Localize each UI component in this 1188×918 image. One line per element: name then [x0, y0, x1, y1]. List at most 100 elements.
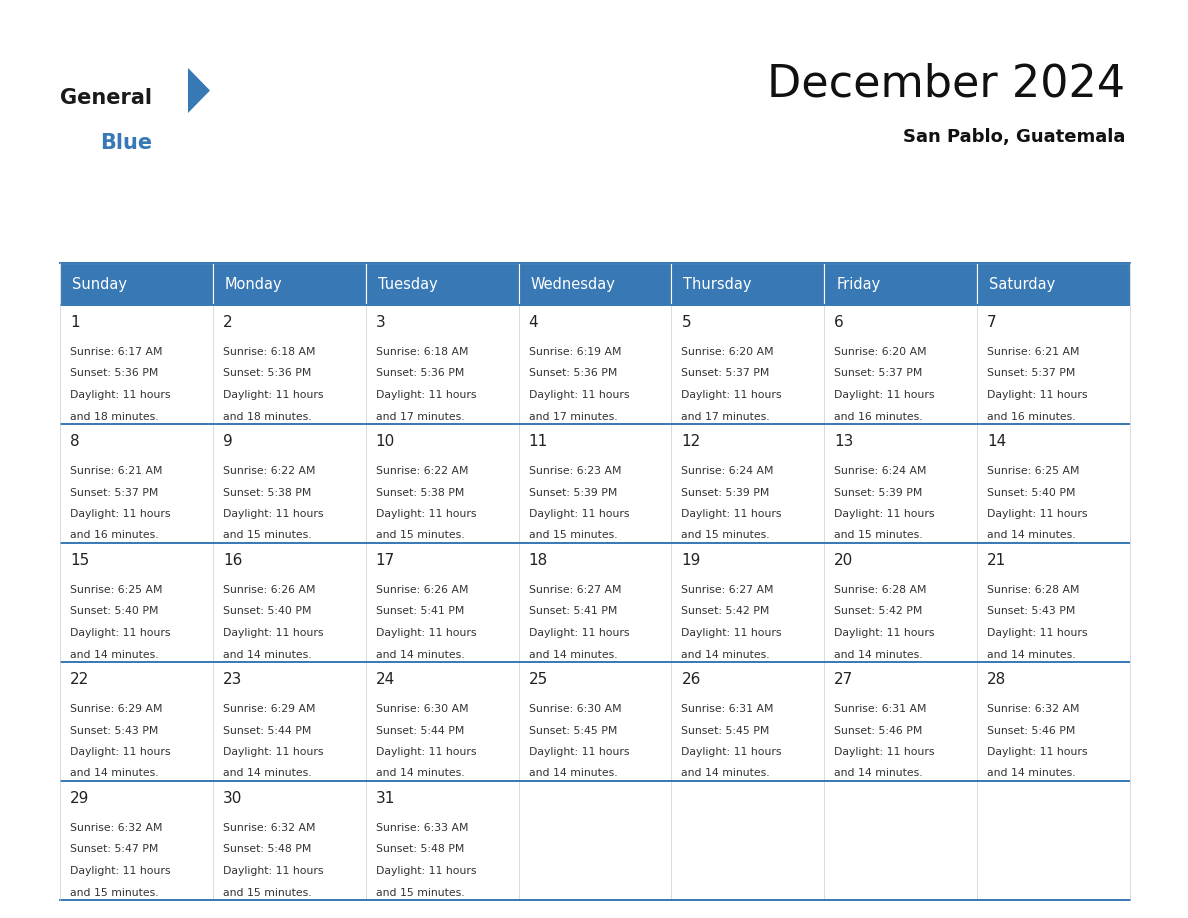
Text: Sunrise: 6:23 AM: Sunrise: 6:23 AM: [529, 466, 621, 476]
Text: Sunset: 5:39 PM: Sunset: 5:39 PM: [682, 487, 770, 498]
Bar: [671, 424, 824, 543]
Text: Daylight: 11 hours: Daylight: 11 hours: [529, 509, 630, 519]
Text: Sunset: 5:37 PM: Sunset: 5:37 PM: [987, 368, 1075, 378]
Text: 18: 18: [529, 553, 548, 568]
Text: 6: 6: [834, 315, 843, 330]
Text: and 14 minutes.: and 14 minutes.: [529, 768, 618, 778]
Text: Sunrise: 6:18 AM: Sunrise: 6:18 AM: [223, 347, 315, 357]
Text: Sunrise: 6:28 AM: Sunrise: 6:28 AM: [834, 585, 927, 595]
Text: Sunrise: 6:27 AM: Sunrise: 6:27 AM: [529, 585, 621, 595]
Text: Daylight: 11 hours: Daylight: 11 hours: [223, 866, 323, 876]
Bar: [366, 781, 519, 900]
Text: 9: 9: [223, 434, 233, 449]
Bar: [671, 662, 824, 781]
Text: Sunrise: 6:24 AM: Sunrise: 6:24 AM: [834, 466, 927, 476]
Text: Sunset: 5:46 PM: Sunset: 5:46 PM: [987, 725, 1075, 735]
Text: Daylight: 11 hours: Daylight: 11 hours: [987, 628, 1088, 638]
Text: Daylight: 11 hours: Daylight: 11 hours: [70, 390, 171, 400]
Text: Thursday: Thursday: [683, 276, 752, 292]
Text: Sunset: 5:39 PM: Sunset: 5:39 PM: [529, 487, 617, 498]
Text: December 2024: December 2024: [767, 63, 1125, 106]
Text: Daylight: 11 hours: Daylight: 11 hours: [987, 509, 1088, 519]
Text: Sunrise: 6:19 AM: Sunrise: 6:19 AM: [529, 347, 621, 357]
Bar: [61, 305, 213, 424]
Text: Sunrise: 6:30 AM: Sunrise: 6:30 AM: [375, 704, 468, 714]
Text: Daylight: 11 hours: Daylight: 11 hours: [834, 628, 935, 638]
Bar: [366, 424, 519, 543]
Text: 26: 26: [682, 672, 701, 687]
Text: Sunset: 5:38 PM: Sunset: 5:38 PM: [375, 487, 465, 498]
Text: and 14 minutes.: and 14 minutes.: [375, 650, 465, 659]
Text: and 15 minutes.: and 15 minutes.: [375, 888, 465, 898]
Text: Sunrise: 6:18 AM: Sunrise: 6:18 AM: [375, 347, 468, 357]
Text: Daylight: 11 hours: Daylight: 11 hours: [987, 747, 1088, 757]
Bar: [978, 662, 1130, 781]
Text: and 15 minutes.: and 15 minutes.: [223, 531, 311, 541]
Text: Sunrise: 6:30 AM: Sunrise: 6:30 AM: [529, 704, 621, 714]
Text: and 16 minutes.: and 16 minutes.: [987, 411, 1076, 421]
Text: and 14 minutes.: and 14 minutes.: [834, 650, 923, 659]
Text: Daylight: 11 hours: Daylight: 11 hours: [375, 509, 476, 519]
Text: 17: 17: [375, 553, 394, 568]
Text: 19: 19: [682, 553, 701, 568]
Text: Sunrise: 6:32 AM: Sunrise: 6:32 AM: [987, 704, 1080, 714]
Text: Sunrise: 6:21 AM: Sunrise: 6:21 AM: [70, 466, 163, 476]
Text: Sunset: 5:40 PM: Sunset: 5:40 PM: [987, 487, 1075, 498]
Text: and 16 minutes.: and 16 minutes.: [834, 411, 923, 421]
Text: and 15 minutes.: and 15 minutes.: [834, 531, 923, 541]
Text: Sunrise: 6:33 AM: Sunrise: 6:33 AM: [375, 823, 468, 833]
Text: Daylight: 11 hours: Daylight: 11 hours: [70, 866, 171, 876]
Bar: [61, 424, 213, 543]
Text: and 16 minutes.: and 16 minutes.: [70, 531, 159, 541]
Text: Daylight: 11 hours: Daylight: 11 hours: [834, 390, 935, 400]
Text: and 15 minutes.: and 15 minutes.: [70, 888, 159, 898]
Text: 2: 2: [223, 315, 233, 330]
Text: Daylight: 11 hours: Daylight: 11 hours: [375, 628, 476, 638]
Bar: [519, 662, 671, 781]
Bar: [519, 305, 671, 424]
Text: Sunrise: 6:22 AM: Sunrise: 6:22 AM: [223, 466, 315, 476]
Text: Tuesday: Tuesday: [378, 276, 437, 292]
Bar: [978, 543, 1130, 662]
Text: Sunset: 5:37 PM: Sunset: 5:37 PM: [834, 368, 923, 378]
Text: and 15 minutes.: and 15 minutes.: [682, 531, 770, 541]
Text: 21: 21: [987, 553, 1006, 568]
Text: Sunset: 5:36 PM: Sunset: 5:36 PM: [70, 368, 158, 378]
Text: and 14 minutes.: and 14 minutes.: [682, 650, 770, 659]
Text: Sunrise: 6:17 AM: Sunrise: 6:17 AM: [70, 347, 163, 357]
Text: Sunrise: 6:26 AM: Sunrise: 6:26 AM: [223, 585, 315, 595]
Text: 29: 29: [70, 791, 89, 806]
Text: Sunrise: 6:25 AM: Sunrise: 6:25 AM: [70, 585, 163, 595]
Bar: [366, 305, 519, 424]
Text: Daylight: 11 hours: Daylight: 11 hours: [70, 747, 171, 757]
Text: Saturday: Saturday: [990, 276, 1055, 292]
Text: and 17 minutes.: and 17 minutes.: [375, 411, 465, 421]
Text: Sunset: 5:42 PM: Sunset: 5:42 PM: [682, 607, 770, 617]
Bar: [366, 263, 519, 305]
Text: 20: 20: [834, 553, 853, 568]
Text: Sunrise: 6:32 AM: Sunrise: 6:32 AM: [223, 823, 315, 833]
Text: Sunrise: 6:24 AM: Sunrise: 6:24 AM: [682, 466, 773, 476]
Text: Sunrise: 6:20 AM: Sunrise: 6:20 AM: [834, 347, 927, 357]
Text: Sunset: 5:43 PM: Sunset: 5:43 PM: [987, 607, 1075, 617]
Text: Sunset: 5:36 PM: Sunset: 5:36 PM: [223, 368, 311, 378]
Text: and 14 minutes.: and 14 minutes.: [987, 768, 1076, 778]
Text: Daylight: 11 hours: Daylight: 11 hours: [70, 628, 171, 638]
Text: Sunset: 5:36 PM: Sunset: 5:36 PM: [375, 368, 465, 378]
Text: 11: 11: [529, 434, 548, 449]
Polygon shape: [188, 68, 210, 113]
Text: Monday: Monday: [225, 276, 283, 292]
Text: Sunset: 5:41 PM: Sunset: 5:41 PM: [375, 607, 465, 617]
Bar: [671, 543, 824, 662]
Text: 25: 25: [529, 672, 548, 687]
Text: General: General: [61, 88, 152, 108]
Bar: [61, 263, 213, 305]
Text: Daylight: 11 hours: Daylight: 11 hours: [987, 390, 1088, 400]
Text: and 15 minutes.: and 15 minutes.: [529, 531, 618, 541]
Text: 12: 12: [682, 434, 701, 449]
Text: Sunset: 5:42 PM: Sunset: 5:42 PM: [834, 607, 923, 617]
Text: Daylight: 11 hours: Daylight: 11 hours: [375, 866, 476, 876]
Text: 30: 30: [223, 791, 242, 806]
Text: 8: 8: [70, 434, 80, 449]
Bar: [519, 543, 671, 662]
